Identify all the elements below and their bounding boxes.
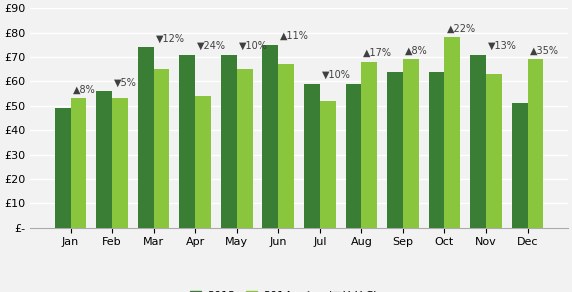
Bar <box>512 103 527 228</box>
Bar <box>237 69 252 228</box>
Bar <box>279 64 294 228</box>
Bar <box>320 101 336 228</box>
Bar <box>154 69 169 228</box>
Bar <box>55 108 70 228</box>
Legend: 2013, 2014, ▲/▼ YoY Change: 2013, 2014, ▲/▼ YoY Change <box>186 287 412 292</box>
Text: ▼5%: ▼5% <box>114 77 137 88</box>
Bar <box>486 74 502 228</box>
Bar <box>96 91 112 228</box>
Bar <box>527 59 543 228</box>
Text: ▼24%: ▼24% <box>197 41 227 51</box>
Text: ▼12%: ▼12% <box>156 34 185 44</box>
Text: ▲8%: ▲8% <box>73 85 96 95</box>
Bar <box>387 72 403 228</box>
Bar <box>195 96 211 228</box>
Text: ▼10%: ▼10% <box>322 70 351 80</box>
Bar <box>180 55 195 228</box>
Bar <box>112 98 128 228</box>
Text: ▲11%: ▲11% <box>280 31 309 41</box>
Bar <box>70 98 86 228</box>
Text: ▼13%: ▼13% <box>488 41 517 51</box>
Bar <box>304 84 320 228</box>
Bar <box>221 55 237 228</box>
Text: ▲35%: ▲35% <box>530 46 559 56</box>
Bar <box>263 45 279 228</box>
Text: ▲8%: ▲8% <box>405 46 428 56</box>
Bar <box>403 59 419 228</box>
Bar <box>444 37 460 228</box>
Bar <box>362 62 377 228</box>
Bar <box>138 47 154 228</box>
Text: ▲17%: ▲17% <box>363 48 392 58</box>
Bar <box>428 72 444 228</box>
Text: ▲22%: ▲22% <box>447 24 476 34</box>
Bar <box>345 84 362 228</box>
Text: ▼10%: ▼10% <box>239 41 268 51</box>
Bar <box>470 55 486 228</box>
